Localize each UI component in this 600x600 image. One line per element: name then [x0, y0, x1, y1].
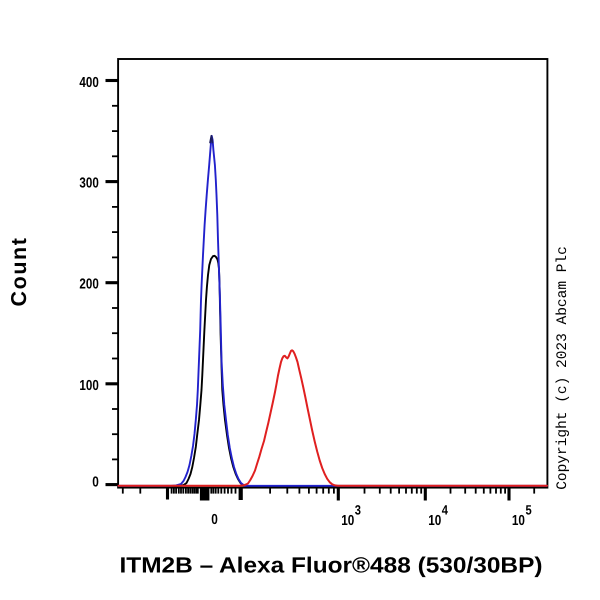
svg-text:400: 400 — [79, 75, 98, 91]
svg-text:Count: Count — [7, 236, 31, 306]
svg-text:Copyright (c) 2023 Abcam Plc: Copyright (c) 2023 Abcam Plc — [555, 246, 571, 490]
svg-text:0: 0 — [211, 512, 218, 528]
svg-text:ITM2B – Alexa Fluor®488 (530/3: ITM2B – Alexa Fluor®488 (530/30BP) — [120, 553, 543, 578]
svg-text:4: 4 — [442, 503, 449, 518]
svg-text:0: 0 — [92, 474, 99, 490]
svg-text:3: 3 — [355, 503, 361, 518]
svg-text:10: 10 — [428, 513, 441, 529]
svg-text:10: 10 — [512, 513, 525, 529]
svg-text:300: 300 — [79, 176, 98, 192]
svg-text:100: 100 — [79, 378, 98, 394]
svg-text:200: 200 — [79, 277, 98, 293]
svg-text:5: 5 — [526, 503, 533, 518]
svg-text:10: 10 — [341, 513, 354, 529]
